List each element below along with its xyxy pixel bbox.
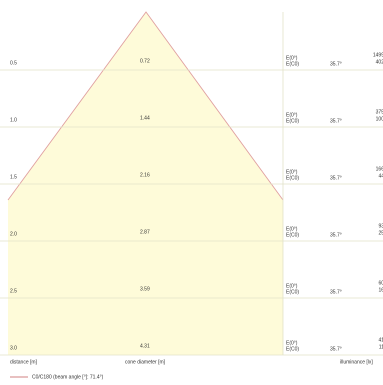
- footer-diameter: cone diameter [m]: [125, 359, 166, 365]
- distance: 2.0: [10, 231, 17, 237]
- e0-value: 375: [376, 109, 383, 115]
- cone-fill: [8, 12, 283, 355]
- ec0-label: E(C0): [286, 118, 299, 124]
- e0-value: 1499: [373, 52, 383, 58]
- ec0-label: E(C0): [286, 232, 299, 238]
- ec0-value: 25: [378, 230, 383, 236]
- e0-label: E(0°): [286, 169, 298, 175]
- ec0-label: E(C0): [286, 289, 299, 295]
- ec0-value: 402: [376, 59, 383, 65]
- e0-label: E(0°): [286, 283, 298, 289]
- distance: 2.5: [10, 288, 17, 294]
- diameter: 1.44: [140, 115, 150, 121]
- ec0-label: E(C0): [286, 175, 299, 181]
- e0-label: E(0°): [286, 112, 298, 118]
- ec0-label: E(C0): [286, 346, 299, 352]
- legend-text: C0/C180 (beam angle [°]: 71.4°): [32, 374, 104, 380]
- e0-label: E(0°): [286, 226, 298, 232]
- distance: 1.5: [10, 174, 17, 180]
- angle: 35.7°: [330, 289, 342, 295]
- ec0-value: 16: [378, 287, 383, 293]
- diameter: 0.72: [140, 58, 150, 64]
- e0-value: 41: [378, 337, 383, 343]
- e0-value: 166: [376, 166, 383, 172]
- e0-value: 93: [378, 223, 383, 229]
- diameter: 3.59: [140, 286, 150, 292]
- distance: 0.5: [10, 60, 17, 66]
- e0-label: E(0°): [286, 55, 298, 61]
- diameter: 4.31: [140, 343, 150, 349]
- angle: 35.7°: [330, 118, 342, 124]
- e0-label: E(0°): [286, 340, 298, 346]
- ec0-value: 100: [376, 116, 383, 122]
- angle: 35.7°: [330, 346, 342, 352]
- distance: 1.0: [10, 117, 17, 123]
- cone-outline: [7, 11, 284, 201]
- e0-value: 60: [378, 280, 383, 286]
- angle: 35.7°: [330, 175, 342, 181]
- ec0-label: E(C0): [286, 61, 299, 67]
- diameter: 2.16: [140, 172, 150, 178]
- ec0-value: 11: [379, 344, 383, 350]
- diameter: 2.87: [140, 229, 150, 235]
- footer-distance: distance [m]: [10, 359, 38, 365]
- angle: 35.7°: [330, 61, 342, 67]
- ec0-value: 44: [378, 173, 383, 179]
- distance: 3.0: [10, 345, 17, 351]
- footer-illuminance: illuminance [lx]: [340, 359, 373, 365]
- angle: 35.7°: [330, 232, 342, 238]
